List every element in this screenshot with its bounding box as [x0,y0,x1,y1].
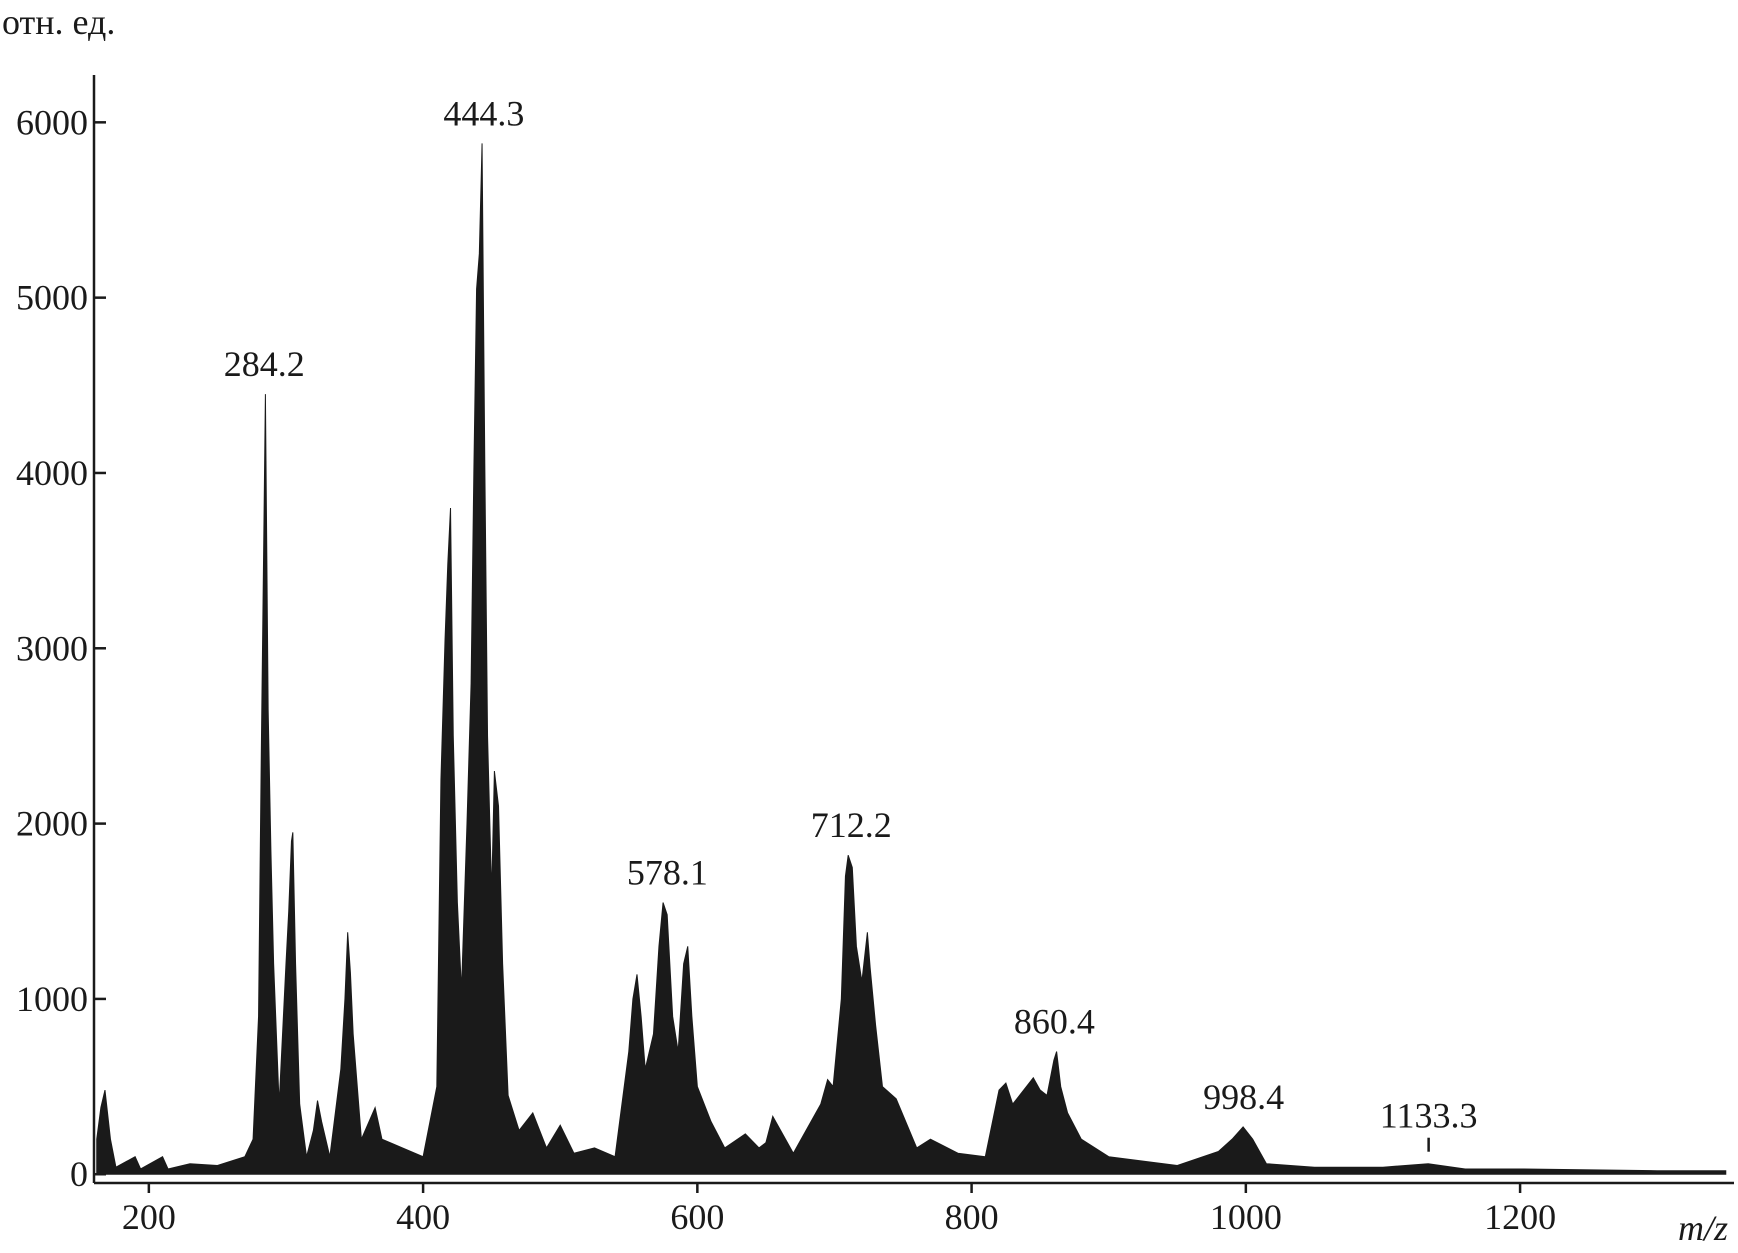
peak-label: 860.4 [1014,1002,1095,1042]
peak-label: 578.1 [627,852,708,892]
peak-label: 712.2 [811,805,892,845]
y-axis-label: отн. ед. [2,2,115,42]
y-tick-label: 6000 [16,102,88,142]
x-tick-label: 400 [396,1197,450,1237]
x-tick-label: 200 [122,1197,176,1237]
x-tick-label: 800 [945,1197,999,1237]
y-tick-label: 1000 [16,979,88,1019]
peak-label: 998.4 [1203,1077,1284,1117]
x-axis-label: m/z [1678,1208,1728,1248]
y-tick-label: 0 [70,1154,88,1194]
x-tick-label: 1000 [1210,1197,1282,1237]
y-tick-label: 5000 [16,278,88,318]
spectrum-area [96,143,1727,1175]
y-tick-label: 3000 [16,628,88,668]
peak-label: 284.2 [224,344,305,384]
peak-label: 1133.3 [1380,1096,1478,1136]
y-tick-label: 2000 [16,804,88,844]
x-tick-label: 1200 [1484,1197,1556,1237]
peak-label: 444.3 [443,93,524,133]
y-tick-label: 4000 [16,453,88,493]
x-tick-label: 600 [670,1197,724,1237]
